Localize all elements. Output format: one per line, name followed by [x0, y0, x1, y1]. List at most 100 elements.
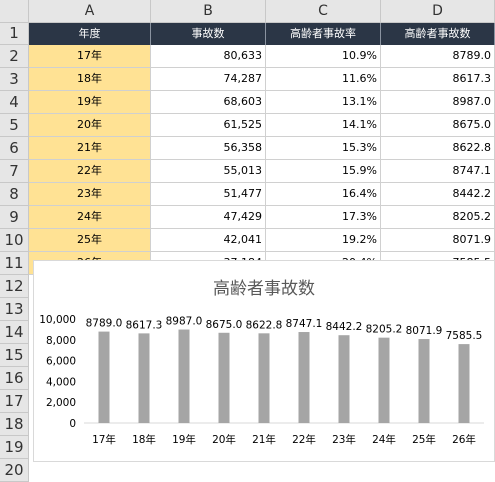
table-cell[interactable]: 13.1% [266, 91, 381, 114]
table-cell[interactable]: 8071.9 [381, 229, 495, 252]
table-cell[interactable]: 74,287 [151, 68, 266, 91]
table-cell-year[interactable]: 20年 [29, 114, 151, 137]
data-label: 8617.3 [126, 319, 163, 331]
table-cell-year[interactable]: 19年 [29, 91, 151, 114]
row-header[interactable]: 10 [0, 229, 29, 252]
row-header[interactable]: 9 [0, 206, 29, 229]
data-label: 7585.5 [446, 330, 483, 342]
x-tick-label: 20年 [212, 433, 236, 446]
bar-chart: 高齢者事故数 0 2,000 4,000 6,000 8,000 10,000 8789.0… [39, 279, 484, 446]
table-cell[interactable]: 51,477 [151, 183, 266, 206]
y-tick-label: 2,000 [46, 397, 76, 409]
chart-bar[interactable] [218, 332, 230, 423]
chart-bar[interactable] [338, 335, 350, 423]
table-cell-year[interactable]: 18年 [29, 68, 151, 91]
table-cell[interactable]: 15.9% [266, 160, 381, 183]
x-tick-label: 17年 [92, 433, 116, 446]
chart-bar[interactable] [98, 331, 110, 423]
row-header[interactable]: 5 [0, 114, 29, 137]
y-tick-label: 10,000 [39, 314, 76, 326]
row-header[interactable]: 16 [0, 367, 29, 390]
table-cell[interactable]: 68,603 [151, 91, 266, 114]
table-cell-year[interactable]: 17年 [29, 45, 151, 68]
chart-bar[interactable] [458, 344, 470, 423]
row-header[interactable]: 1 [0, 23, 29, 45]
table-cell[interactable]: 8789.0 [381, 45, 495, 68]
table-cell[interactable]: 8442.2 [381, 183, 495, 206]
table-cell-year[interactable]: 23年 [29, 183, 151, 206]
table-header-elderly-rate[interactable]: 高齢者事故率 [266, 23, 381, 45]
column-header-d[interactable]: D [381, 0, 495, 23]
row-header[interactable]: 2 [0, 45, 29, 68]
table-cell[interactable]: 8987.0 [381, 91, 495, 114]
table-header-accidents[interactable]: 事故数 [151, 23, 266, 45]
row-header[interactable]: 6 [0, 137, 29, 160]
column-header-b[interactable]: B [151, 0, 266, 23]
row-header[interactable]: 12 [0, 275, 29, 298]
chart-bar[interactable] [178, 329, 190, 423]
y-tick-label: 8,000 [46, 335, 76, 347]
table-cell[interactable]: 56,358 [151, 137, 266, 160]
data-label: 8442.2 [326, 321, 363, 333]
x-tick-label: 22年 [292, 433, 316, 446]
y-tick-label: 6,000 [46, 356, 76, 368]
data-label: 8071.9 [406, 325, 443, 337]
table-cell[interactable]: 61,525 [151, 114, 266, 137]
chart-bar[interactable] [378, 337, 390, 423]
chart-bar[interactable] [138, 333, 150, 423]
table-cell[interactable]: 8617.3 [381, 68, 495, 91]
y-tick-label: 4,000 [46, 376, 76, 388]
table-cell[interactable]: 8675.0 [381, 114, 495, 137]
select-all-corner[interactable] [0, 0, 29, 23]
table-cell-year[interactable]: 25年 [29, 229, 151, 252]
table-cell-year[interactable]: 22年 [29, 160, 151, 183]
chart-object[interactable]: 高齢者事故数 0 2,000 4,000 6,000 8,000 10,000 8789.0… [33, 260, 495, 462]
row-header[interactable]: 8 [0, 183, 29, 206]
row-header[interactable]: 4 [0, 91, 29, 114]
x-tick-label: 23年 [332, 433, 356, 446]
table-cell[interactable]: 14.1% [266, 114, 381, 137]
table-cell[interactable]: 42,041 [151, 229, 266, 252]
table-cell[interactable]: 8747.1 [381, 160, 495, 183]
row-header[interactable]: 15 [0, 344, 29, 367]
chart-bar[interactable] [258, 333, 270, 423]
row-header[interactable]: 19 [0, 436, 29, 459]
table-header-elderly-accidents[interactable]: 高齢者事故数 [381, 23, 495, 45]
table-cell[interactable]: 10.9% [266, 45, 381, 68]
x-tick-label: 21年 [252, 433, 276, 446]
table-cell[interactable]: 8622.8 [381, 137, 495, 160]
row-header[interactable]: 7 [0, 160, 29, 183]
row-header[interactable]: 11 [0, 252, 29, 275]
table-cell-year[interactable]: 24年 [29, 206, 151, 229]
table-cell[interactable]: 8205.2 [381, 206, 495, 229]
chart-bar[interactable] [298, 332, 310, 423]
data-label: 8789.0 [86, 318, 123, 330]
chart-bar[interactable] [418, 339, 430, 423]
row-header[interactable]: 13 [0, 298, 29, 321]
row-header[interactable]: 20 [0, 459, 29, 482]
row-header[interactable]: 18 [0, 413, 29, 436]
column-header-c[interactable]: C [266, 0, 381, 23]
data-label: 8675.0 [206, 319, 243, 331]
table-cell[interactable]: 19.2% [266, 229, 381, 252]
table-cell[interactable]: 55,013 [151, 160, 266, 183]
row-header[interactable]: 17 [0, 390, 29, 413]
table-cell[interactable]: 80,633 [151, 45, 266, 68]
data-label: 8987.0 [166, 316, 203, 328]
data-label: 8747.1 [286, 318, 323, 330]
row-header[interactable]: 3 [0, 68, 29, 91]
chart-title: 高齢者事故数 [213, 279, 315, 299]
table-cell[interactable]: 16.4% [266, 183, 381, 206]
row-header[interactable]: 14 [0, 321, 29, 344]
data-label: 8622.8 [246, 319, 283, 331]
table-cell[interactable]: 17.3% [266, 206, 381, 229]
x-tick-label: 18年 [132, 433, 156, 446]
table-cell-year[interactable]: 21年 [29, 137, 151, 160]
table-header-year[interactable]: 年度 [29, 23, 151, 45]
table-cell[interactable]: 47,429 [151, 206, 266, 229]
x-tick-label: 19年 [172, 433, 196, 446]
table-cell[interactable]: 11.6% [266, 68, 381, 91]
table-cell[interactable]: 15.3% [266, 137, 381, 160]
column-header-a[interactable]: A [29, 0, 151, 23]
x-tick-label: 24年 [372, 433, 396, 446]
